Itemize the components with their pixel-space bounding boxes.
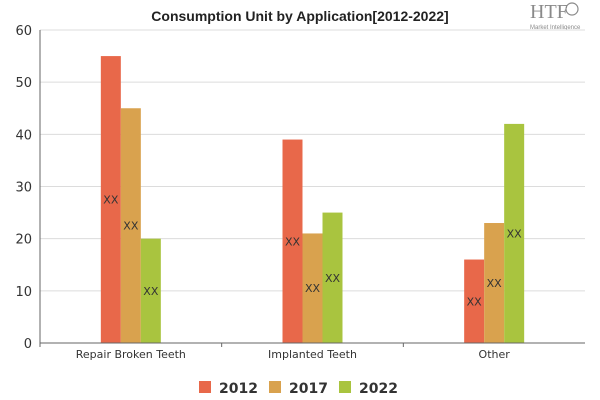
y-tick-label: 50	[15, 76, 32, 91]
y-tick-label: 10	[15, 285, 32, 300]
y-tick-label: 20	[15, 233, 32, 248]
bar-2012-1	[282, 139, 303, 343]
bar-2022-0	[140, 238, 161, 343]
legend-label: 2017	[289, 381, 328, 397]
bar-2017-2	[484, 223, 505, 343]
data-labels: XX XX XX XX XX XX XX XX XX	[103, 194, 522, 309]
logo-text: HTF	[530, 1, 568, 23]
legend-label: 2012	[219, 381, 258, 397]
y-tick-label: 40	[15, 128, 32, 143]
data-label: XX	[325, 272, 341, 285]
data-label: XX	[285, 235, 301, 248]
y-tick-label: 30	[15, 181, 32, 196]
bar-2017-0	[120, 108, 141, 343]
data-label: XX	[143, 285, 159, 298]
legend-swatch	[269, 381, 281, 393]
bar-2017-1	[302, 233, 323, 343]
bar-2012-0	[100, 56, 121, 343]
legend: 2012 2017 2022	[199, 381, 398, 397]
logo-globe-icon	[565, 2, 579, 16]
y-axis-ticks: 0 10 20 30 40 50 60	[15, 24, 32, 352]
x-category-label: Other	[479, 348, 511, 361]
htf-logo: HTF Market Intelligence	[530, 1, 581, 31]
legend-label: 2022	[359, 381, 398, 397]
x-category-label: Repair Broken Teeth	[76, 348, 186, 361]
legend-swatch	[199, 381, 211, 393]
logo-subtext: Market Intelligence	[530, 25, 581, 31]
bar-2012-2	[464, 259, 485, 343]
data-label: XX	[123, 220, 139, 233]
x-axis-categories: Repair Broken Teeth Implanted Teeth Other	[39, 343, 511, 361]
data-label: XX	[507, 227, 523, 240]
data-label: XX	[103, 194, 119, 207]
bar-2022-1	[322, 212, 343, 343]
chart-title: Consumption Unit by Application[2012-202…	[151, 8, 448, 24]
data-label: XX	[305, 282, 321, 295]
bar-2022-2	[504, 123, 525, 344]
y-tick-label: 0	[24, 337, 32, 352]
data-label: XX	[467, 295, 483, 308]
x-category-label: Implanted Teeth	[268, 348, 357, 361]
bars	[100, 56, 525, 344]
y-tick-label: 60	[15, 24, 32, 39]
legend-swatch	[339, 381, 351, 393]
data-label: XX	[487, 277, 503, 290]
